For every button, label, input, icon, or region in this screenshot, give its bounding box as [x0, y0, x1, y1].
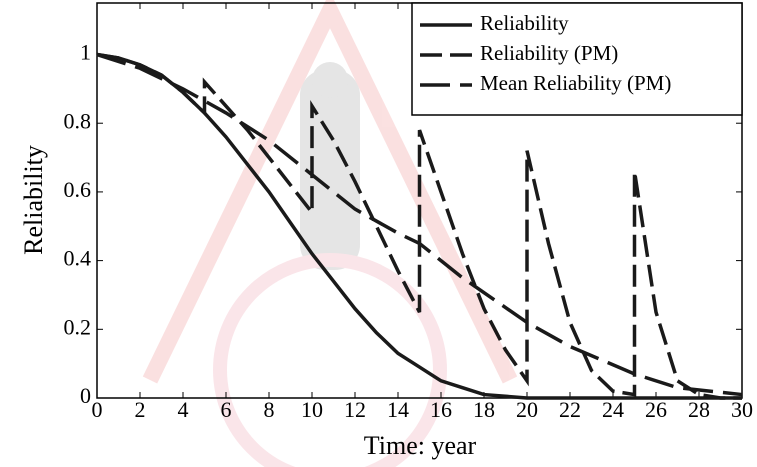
x-tick-label: 16: [430, 397, 452, 422]
x-tick-label: 12: [344, 397, 366, 422]
legend-label: Mean Reliability (PM): [480, 71, 671, 95]
x-tick-label: 10: [301, 397, 323, 422]
x-tick-label: 26: [645, 397, 667, 422]
x-tick-label: 8: [264, 397, 275, 422]
x-tick-label: 6: [221, 397, 232, 422]
x-tick-label: 14: [387, 397, 409, 422]
series-line: [96, 52, 743, 397]
x-axis-label: Time: year: [364, 431, 477, 460]
series-line: [96, 52, 742, 400]
watermark-frame: [142, 0, 518, 384]
x-tick-label: 28: [688, 397, 710, 422]
watermark: [142, 0, 518, 467]
x-tick-label: 4: [178, 397, 189, 422]
y-tick-label: 0.2: [64, 314, 92, 339]
legend-label: Reliability: [480, 11, 569, 35]
y-tick-label: 0: [80, 383, 91, 408]
legend-label: Reliability (PM): [480, 41, 618, 65]
y-axis-label: Reliability: [19, 145, 48, 255]
y-tick-label: 1: [80, 40, 91, 65]
x-tick-label: 30: [731, 397, 753, 422]
y-tick-label: 0.8: [64, 108, 92, 133]
x-tick-label: 2: [135, 397, 146, 422]
y-tick-label: 0.4: [64, 246, 92, 271]
x-tick-label: 24: [602, 397, 624, 422]
watermark-emblem: [213, 253, 447, 467]
x-tick-label: 22: [559, 397, 581, 422]
x-tick-label: 18: [473, 397, 495, 422]
x-tick-label: 0: [92, 397, 103, 422]
x-tick-label: 20: [516, 397, 538, 422]
watermark-figure: [300, 70, 360, 270]
watermark-head: [312, 62, 348, 98]
legend-box: [411, 2, 743, 116]
y-tick-label: 0.6: [64, 177, 92, 202]
